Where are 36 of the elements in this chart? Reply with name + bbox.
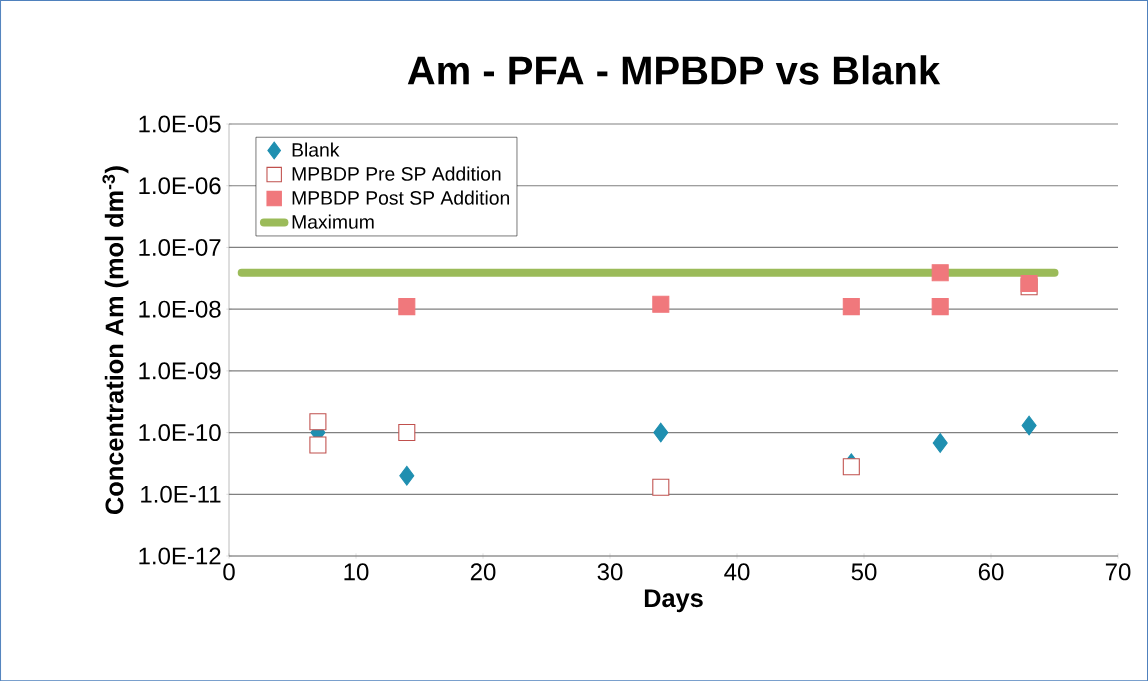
x-tick-label: 30 — [597, 563, 623, 581]
y-axis-title: Concentration Am (mol dm$^{-3}$) — [102, 166, 129, 514]
point — [309, 413, 327, 431]
legend-label: Maximum — [292, 214, 374, 229]
point — [398, 297, 416, 315]
point — [399, 465, 415, 486]
x-tick-label: 20 — [470, 563, 496, 581]
y-tick-label: 1.0E-12 — [139, 547, 221, 565]
point — [653, 422, 669, 443]
y-tick-label: 1.0E-06 — [139, 177, 221, 195]
y-tick-label: 1.0E-05 — [139, 115, 221, 133]
x-tick-label: 40 — [724, 563, 750, 581]
legend-label: MPBDP Pre SP Addition — [292, 166, 501, 181]
x-tick-label: 0 — [223, 563, 235, 581]
point — [842, 458, 860, 476]
point — [931, 297, 949, 315]
point — [1021, 415, 1037, 436]
x-tick-label: 10 — [344, 563, 369, 581]
legend-label: MPBDP Post SP Addition — [292, 190, 510, 205]
x-axis-title: Days — [644, 589, 703, 613]
y-tick-label: 1.0E-07 — [139, 238, 221, 256]
point — [931, 263, 949, 282]
point — [652, 295, 670, 313]
x-tick-label: 70 — [1105, 563, 1131, 581]
point — [309, 436, 327, 454]
point — [842, 297, 860, 315]
y-tick-label: 1.0E-10 — [139, 423, 221, 441]
point — [1020, 274, 1038, 292]
y-tick-label: 1.0E-11 — [141, 485, 221, 503]
x-tick-label: 60 — [978, 563, 1004, 581]
chart-title: Am - PFA - MPBDP vs Blank — [407, 55, 941, 85]
y-tick-label: 1.0E-09 — [139, 362, 221, 380]
x-tick-label: 50 — [851, 563, 877, 581]
y-tick-label: 1.0E-08 — [139, 300, 221, 318]
point — [932, 432, 948, 453]
legend-label: Blank — [292, 142, 340, 157]
